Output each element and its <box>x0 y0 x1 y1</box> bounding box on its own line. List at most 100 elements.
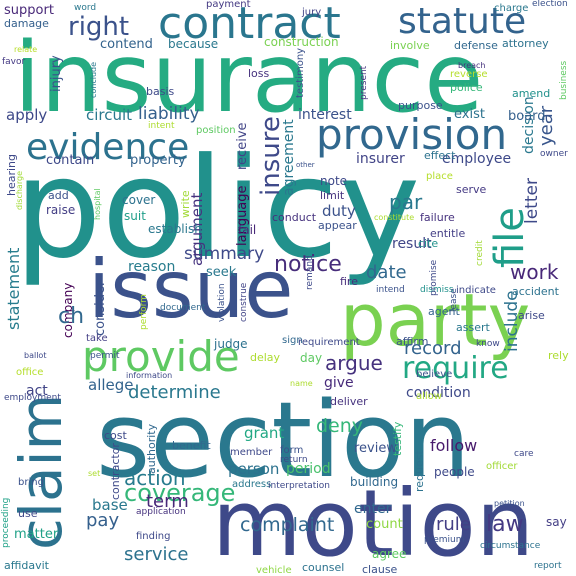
word: failure <box>420 211 455 224</box>
word: circuit <box>86 106 133 124</box>
word: establish <box>148 222 202 236</box>
word: require <box>402 351 509 386</box>
word: fail <box>238 223 257 237</box>
word: office <box>16 367 44 378</box>
word: review <box>354 441 397 456</box>
word: testimony <box>295 47 306 98</box>
word: benefit <box>172 439 211 452</box>
word: permit <box>90 351 120 361</box>
word: injury <box>49 55 64 92</box>
word: owner <box>540 149 568 159</box>
word: contend <box>100 37 153 52</box>
word: affidavit <box>4 559 49 572</box>
word: matter <box>14 527 59 542</box>
word: appear <box>318 219 357 232</box>
word: coverage <box>124 479 236 507</box>
word: name <box>290 379 313 388</box>
word: promise <box>429 259 439 296</box>
word: police <box>450 81 483 94</box>
word: construction <box>264 35 339 49</box>
word: evidence <box>26 127 190 168</box>
word: remand <box>305 255 315 290</box>
word: consider <box>93 280 108 336</box>
word: cite <box>418 237 439 250</box>
word: reason <box>128 259 176 275</box>
word: testify <box>391 421 404 456</box>
word: allege <box>88 376 134 394</box>
word: dismiss <box>420 285 454 295</box>
word: favor <box>2 57 26 67</box>
word: serve <box>456 183 487 196</box>
word: grant <box>244 424 285 442</box>
word: bring <box>18 477 44 488</box>
word: member <box>230 447 273 458</box>
word: agent <box>428 305 460 318</box>
word: cost <box>104 429 127 442</box>
word: people <box>434 465 475 479</box>
word: rely <box>548 349 569 362</box>
word: construe <box>239 282 249 322</box>
word: know <box>476 339 500 349</box>
word: statute <box>398 1 527 42</box>
word: vehicle <box>256 565 292 576</box>
word: intend <box>376 285 405 295</box>
word: building <box>350 475 399 489</box>
word: letter <box>522 178 542 224</box>
word: cover <box>122 193 156 207</box>
word: summary <box>184 244 265 264</box>
word: apply <box>6 106 48 124</box>
word: motion <box>212 470 535 576</box>
word: requirement <box>298 337 360 348</box>
word: statement <box>4 247 23 330</box>
word: conduct <box>272 211 317 224</box>
word: violation <box>217 283 227 322</box>
word: rule <box>436 514 471 535</box>
word: perform <box>139 294 149 330</box>
word: fire <box>340 275 358 288</box>
word: involve <box>390 39 430 52</box>
word: attorney <box>502 37 549 50</box>
word: hospital <box>93 188 102 220</box>
word: effect <box>424 149 456 162</box>
word: take <box>86 333 108 344</box>
word: word <box>74 3 97 13</box>
word: contract <box>158 0 341 49</box>
word: insurer <box>356 151 405 167</box>
word: other <box>296 161 315 169</box>
word: enter <box>354 501 392 517</box>
word: interest <box>298 107 352 123</box>
word: judge <box>214 337 248 351</box>
word: date <box>366 262 407 283</box>
word: employee <box>442 151 512 167</box>
word: defense <box>454 39 498 52</box>
word: duty <box>322 202 356 220</box>
word: term <box>146 491 189 512</box>
word: application <box>136 507 186 517</box>
word: party <box>340 278 531 362</box>
word: charge <box>494 3 529 14</box>
word: ch <box>58 304 85 329</box>
word: authority <box>145 423 158 474</box>
word: document <box>160 303 206 313</box>
word: provide <box>82 332 240 381</box>
word: relate <box>14 45 38 54</box>
word: amend <box>512 87 551 100</box>
word: determine <box>128 382 221 403</box>
word: say <box>546 515 567 529</box>
word: day <box>300 351 323 365</box>
word: because <box>168 37 219 51</box>
word: employment <box>4 393 61 403</box>
word: present <box>359 65 369 100</box>
word: add <box>48 189 69 202</box>
word: condition <box>406 385 471 401</box>
word: law <box>486 512 524 537</box>
word: note <box>320 174 348 188</box>
word: address <box>232 479 272 490</box>
word: interpretation <box>268 481 331 491</box>
word: entitle <box>430 227 466 240</box>
word: petition <box>494 499 525 508</box>
word: pay <box>86 510 120 531</box>
word: accident <box>512 285 559 298</box>
word: give <box>324 375 354 391</box>
word: receive <box>235 122 250 170</box>
